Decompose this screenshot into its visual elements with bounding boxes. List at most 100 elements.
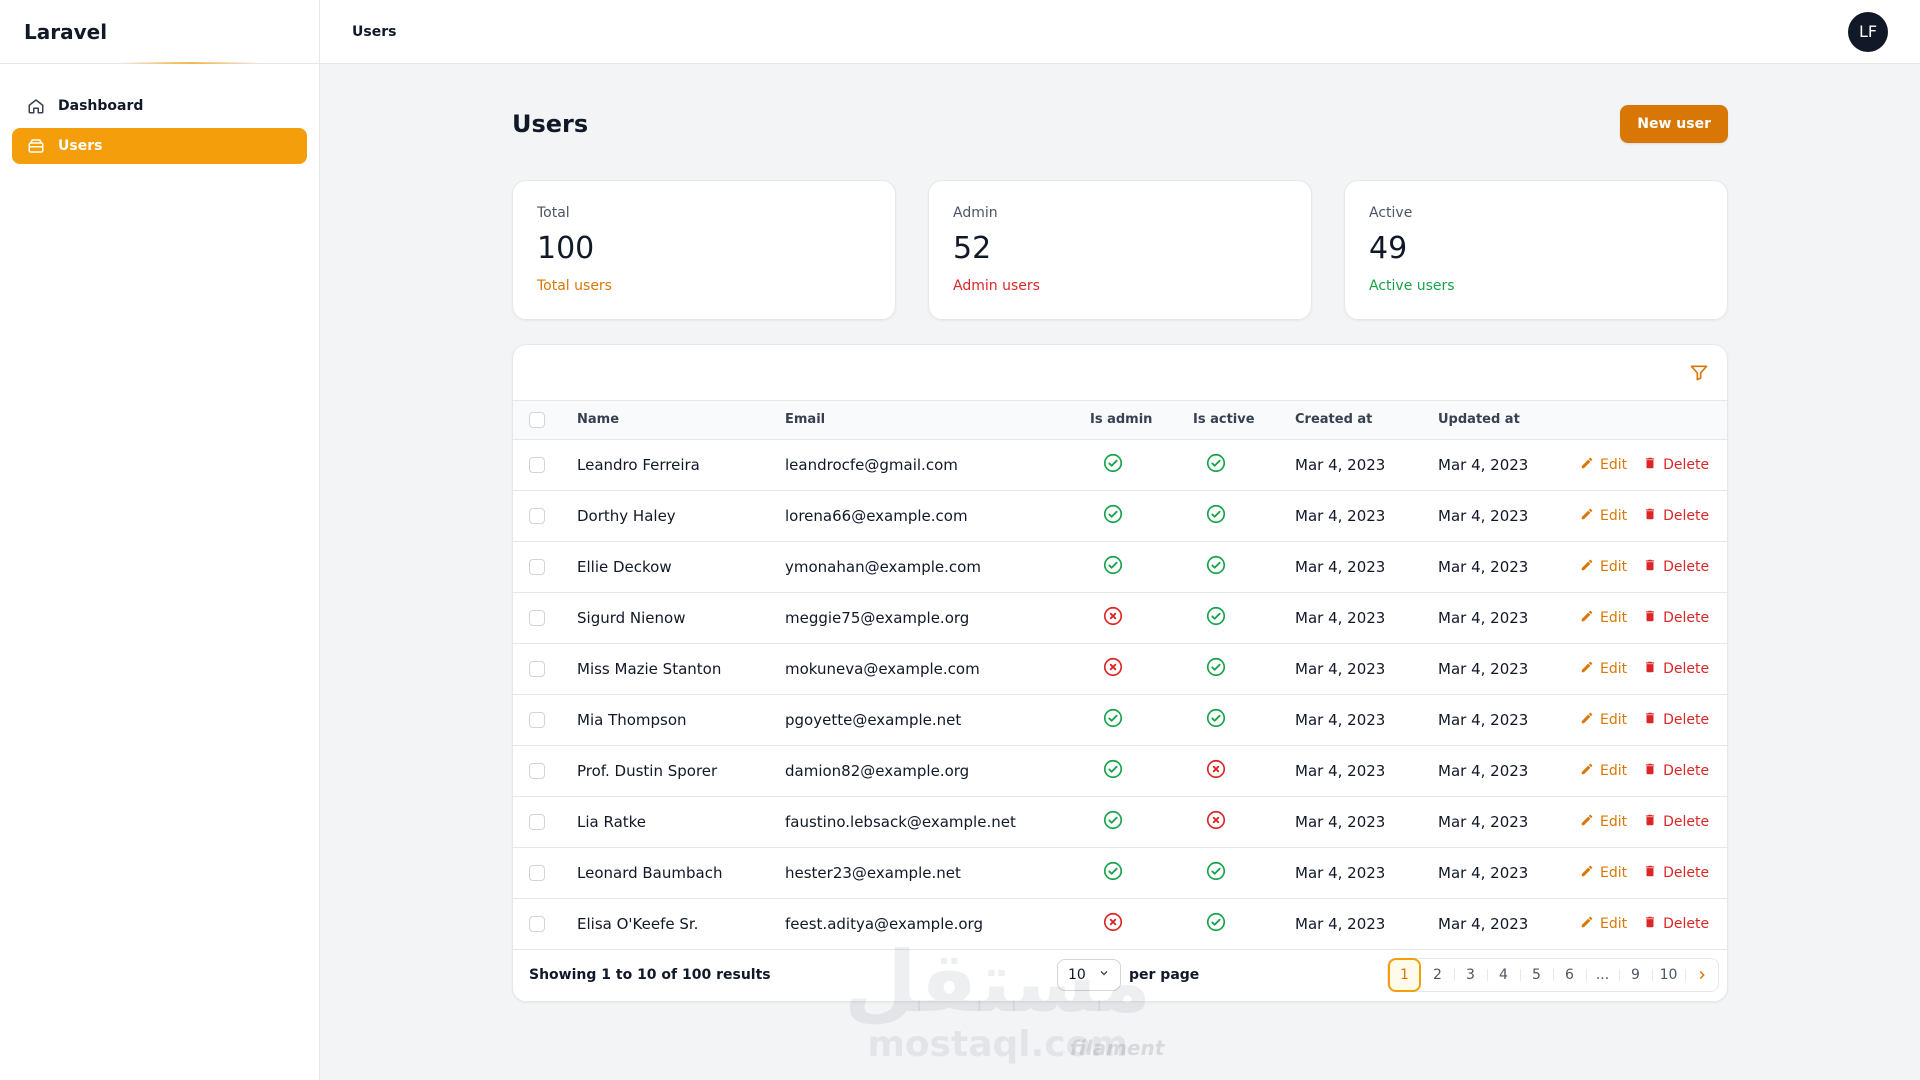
edit-label: Edit	[1600, 864, 1628, 881]
check-circle-icon	[1205, 503, 1227, 525]
table-row[interactable]: Lia Ratke faustino.lebsack@example.net Mar…	[513, 796, 1727, 847]
row-checkbox[interactable]	[529, 865, 545, 881]
page-button-2[interactable]: 2	[1433, 967, 1442, 983]
per-page-label: per page	[1129, 967, 1200, 983]
x-circle-icon	[1102, 911, 1124, 933]
table-row[interactable]: Prof. Dustin Sporer damion82@example.org M…	[513, 745, 1727, 796]
cell-updated-at: Mar 4, 2023	[1438, 812, 1529, 831]
per-page-select[interactable]: 10	[1057, 959, 1121, 991]
watermark-arabic: مستقل	[844, 933, 1152, 1031]
edit-button[interactable]: Edit	[1580, 507, 1627, 525]
row-checkbox[interactable]	[529, 712, 545, 728]
delete-button[interactable]: Delete	[1643, 609, 1709, 627]
delete-label: Delete	[1663, 660, 1710, 677]
x-circle-icon	[1205, 758, 1227, 780]
table-row[interactable]: Dorthy Haley lorena66@example.com Mar 4, 2…	[513, 490, 1727, 541]
avatar[interactable]: LF	[1848, 11, 1888, 52]
edit-button[interactable]: Edit	[1580, 609, 1627, 627]
delete-button[interactable]: Delete	[1643, 915, 1709, 933]
cell-email: pgoyette@example.net	[785, 710, 962, 729]
edit-button[interactable]: Edit	[1580, 660, 1627, 678]
row-actions: Edit Delete	[1580, 915, 1727, 933]
page-button-9[interactable]: 9	[1619, 958, 1652, 992]
edit-button[interactable]: Edit	[1580, 813, 1627, 831]
sidebar-nav: Dashboard Users	[0, 64, 319, 192]
row-checkbox[interactable]	[529, 661, 545, 677]
row-checkbox[interactable]	[529, 559, 545, 575]
new-user-button[interactable]: New user	[1620, 105, 1728, 143]
breadcrumb[interactable]: Users	[352, 23, 397, 40]
page-button-5[interactable]: 5	[1520, 958, 1553, 992]
delete-label: Delete	[1663, 711, 1710, 728]
page-button-3[interactable]: 3	[1454, 958, 1487, 992]
column-header-created-at[interactable]: Created at	[1295, 401, 1438, 440]
table-row[interactable]: Leandro Ferreira leandrocfe@gmail.com Mar …	[513, 439, 1727, 490]
table-row[interactable]: Leonard Baumbach hester23@example.net Mar …	[513, 847, 1727, 898]
pencil-icon	[1580, 507, 1594, 525]
filter-icon[interactable]	[1685, 359, 1713, 387]
column-header-email[interactable]: Email	[785, 401, 1090, 440]
row-checkbox[interactable]	[529, 457, 545, 473]
pencil-icon	[1580, 762, 1594, 780]
column-header-is-active[interactable]: Is active	[1193, 401, 1295, 440]
delete-button[interactable]: Delete	[1643, 660, 1709, 678]
row-actions: Edit Delete	[1580, 507, 1727, 525]
page-button-1[interactable]: 1	[1388, 958, 1421, 992]
row-checkbox[interactable]	[529, 814, 545, 830]
column-header-updated-at[interactable]: Updated at	[1438, 401, 1580, 440]
edit-label: Edit	[1600, 660, 1628, 677]
edit-label: Edit	[1600, 711, 1628, 728]
cell-updated-at: Mar 4, 2023	[1438, 710, 1529, 729]
delete-button[interactable]: Delete	[1643, 558, 1709, 576]
row-checkbox[interactable]	[529, 610, 545, 626]
table-row[interactable]: Miss Mazie Stanton mokuneva@example.com Ma…	[513, 643, 1727, 694]
cell-name: Dorthy Haley	[577, 506, 676, 525]
edit-label: Edit	[1600, 813, 1628, 830]
table-row[interactable]: Mia Thompson pgoyette@example.net Mar 4, 2…	[513, 694, 1727, 745]
cell-name: Elisa O'Keefe Sr.	[577, 914, 699, 933]
delete-button[interactable]: Delete	[1643, 711, 1709, 729]
check-circle-icon	[1102, 503, 1124, 525]
next-page-button[interactable]	[1685, 958, 1718, 992]
x-circle-icon	[1102, 656, 1124, 678]
sidebar-item-label: Users	[58, 138, 103, 154]
trash-icon	[1643, 456, 1657, 474]
edit-button[interactable]: Edit	[1580, 762, 1627, 780]
table-row[interactable]: Sigurd Nienow meggie75@example.org Mar 4, …	[513, 592, 1727, 643]
edit-button[interactable]: Edit	[1580, 864, 1627, 882]
sidebar-item-users[interactable]: Users	[12, 128, 307, 164]
delete-button[interactable]: Delete	[1643, 762, 1709, 780]
edit-button[interactable]: Edit	[1580, 915, 1627, 933]
sidebar-item-dashboard[interactable]: Dashboard	[12, 88, 307, 124]
row-checkbox[interactable]	[529, 763, 545, 779]
edit-button[interactable]: Edit	[1580, 711, 1627, 729]
cell-name: Sigurd Nienow	[577, 608, 686, 627]
row-checkbox[interactable]	[529, 916, 545, 932]
delete-button[interactable]: Delete	[1643, 813, 1709, 831]
row-checkbox[interactable]	[529, 508, 545, 524]
page-button-6[interactable]: 6	[1553, 958, 1586, 992]
page-button-10[interactable]: 10	[1652, 958, 1685, 992]
column-header-is-admin[interactable]: Is admin	[1090, 401, 1193, 440]
edit-button[interactable]: Edit	[1580, 558, 1627, 576]
check-circle-icon	[1205, 605, 1227, 627]
trash-icon	[1643, 507, 1657, 525]
table-row[interactable]: Elisa O'Keefe Sr. feest.aditya@example.or…	[513, 898, 1727, 949]
trash-icon	[1643, 864, 1657, 882]
results-summary: Showing 1 to 10 of 100 results	[529, 967, 771, 983]
edit-button[interactable]: Edit	[1580, 456, 1627, 474]
per-page-control: 10 per page	[1057, 959, 1199, 991]
stat-description: Admin users	[953, 278, 1040, 294]
brand-logo[interactable]: Laravel	[0, 0, 319, 64]
select-all-checkbox[interactable]	[529, 411, 545, 428]
delete-button[interactable]: Delete	[1643, 864, 1709, 882]
page-button-4[interactable]: 4	[1487, 958, 1520, 992]
table-row[interactable]: Ellie Deckow ymonahan@example.com Mar 4, 2…	[513, 541, 1727, 592]
delete-button[interactable]: Delete	[1643, 507, 1709, 525]
pencil-icon	[1580, 813, 1594, 831]
delete-button[interactable]: Delete	[1643, 456, 1709, 474]
delete-label: Delete	[1663, 456, 1710, 473]
column-header-name[interactable]: Name	[577, 401, 785, 440]
page-header: Users New user	[512, 104, 1728, 144]
sidebar: Laravel Dashboard Users	[0, 0, 320, 1080]
